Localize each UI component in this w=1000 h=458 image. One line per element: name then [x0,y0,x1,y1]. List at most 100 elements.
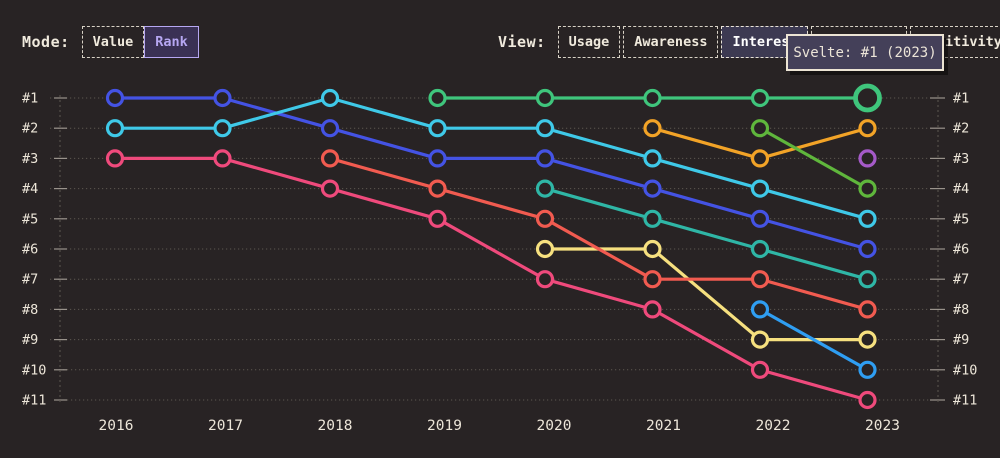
mode-control-group: Mode: Value Rank [22,26,199,58]
marker-coral-2018[interactable] [320,149,340,168]
marker-royal-blue-2021[interactable] [643,179,662,198]
marker-emerald-2023[interactable] [853,83,882,113]
marker-royal-blue-2020[interactable] [535,149,555,168]
series-line-lime [758,126,870,191]
marker-azure-2023[interactable] [858,360,877,379]
x-axis-label-2022: 2022 [756,418,791,434]
marker-teal-2020[interactable] [535,179,555,198]
marker-magenta-2020[interactable] [535,270,555,289]
marker-cyan-2020[interactable] [535,119,555,138]
marker-coral-2022[interactable] [750,270,770,289]
y-axis-label-left-#2: #2 [22,121,38,137]
marker-amber-2021[interactable] [643,119,662,138]
marker-royal-blue-2018[interactable] [320,119,340,138]
marker-coral-2020[interactable] [535,209,555,228]
toolbar: Mode: Value Rank View: Usage Awareness I… [0,0,1000,75]
mode-rank-button[interactable]: Rank [144,26,199,58]
marker-royal-blue-2022[interactable] [750,209,770,228]
marker-magenta-2019[interactable] [428,209,447,228]
marker-royal-blue-2019[interactable] [428,149,447,168]
y-axis-label-left-#3: #3 [22,151,38,167]
marker-magenta-2021[interactable] [643,300,662,319]
series-line-azure [758,307,870,372]
y-axis-label-left-#8: #8 [22,302,38,318]
marker-royal-blue-2017[interactable] [213,88,232,108]
series-line-royal-blue [113,96,870,251]
x-axis-label-2017: 2017 [208,418,243,434]
marker-cyan-2019[interactable] [428,119,447,138]
marker-royal-blue-2016[interactable] [105,88,125,108]
mode-label: Mode: [22,33,70,51]
x-axis-label-2020: 2020 [537,418,572,434]
y-axis-label-left-#4: #4 [22,181,38,197]
view-usage-button[interactable]: Usage [557,26,621,58]
marker-emerald-2021[interactable] [643,88,662,108]
marker-emerald-2019[interactable] [428,88,447,108]
y-axis-label-right-#1: #1 [953,91,969,107]
x-axis-label-2023: 2023 [865,418,900,434]
y-axis-label-right-#8: #8 [953,302,969,318]
y-axis-label-right-#11: #11 [953,393,977,409]
marker-lime-2022[interactable] [750,119,770,138]
marker-yellow-2020[interactable] [535,239,555,259]
series-line-teal [543,187,870,281]
marker-cyan-2023[interactable] [858,209,877,228]
y-axis-label-left-#6: #6 [22,242,38,258]
y-axis-label-right-#10: #10 [953,362,977,378]
marker-royal-blue-2023[interactable] [858,239,877,259]
x-axis-label-2016: 2016 [99,418,134,434]
marker-cyan-2021[interactable] [643,149,662,168]
marker-magenta-2018[interactable] [320,179,340,198]
y-axis-label-left-#9: #9 [22,332,38,348]
marker-teal-2023[interactable] [858,270,877,289]
chart-tooltip: Svelte: #1 (2023) [786,34,944,71]
y-axis-label-right-#3: #3 [953,151,969,167]
y-axis-label-left-#5: #5 [22,211,38,227]
marker-magenta-2023[interactable] [858,390,877,410]
y-axis-label-left-#1: #1 [22,91,38,107]
marker-emerald-2020[interactable] [535,88,555,108]
marker-yellow-2022[interactable] [750,330,770,349]
y-axis-label-left-#10: #10 [22,362,46,378]
marker-coral-2019[interactable] [428,179,447,198]
marker-amber-2022[interactable] [750,149,770,168]
marker-azure-2022[interactable] [750,300,770,319]
y-axis-label-right-#6: #6 [953,242,969,258]
marker-magenta-2017[interactable] [213,149,232,168]
y-axis-label-right-#7: #7 [953,272,969,288]
y-axis-label-right-#5: #5 [953,211,969,227]
marker-yellow-2023[interactable] [858,330,877,349]
marker-amber-2023[interactable] [858,119,877,138]
view-label: View: [498,33,546,51]
y-axis-label-left-#11: #11 [22,393,46,409]
chart-tooltip-text: Svelte: #1 (2023) [793,44,937,61]
marker-coral-2023[interactable] [858,300,877,319]
marker-coral-2021[interactable] [643,270,662,289]
x-axis-label-2018: 2018 [318,418,353,434]
marker-magenta-2016[interactable] [105,149,125,168]
marker-emerald-2022[interactable] [750,88,770,108]
marker-yellow-2021[interactable] [643,239,662,259]
y-axis-label-right-#9: #9 [953,332,969,348]
x-axis-label-2019: 2019 [427,418,462,434]
marker-purple-2023[interactable] [858,149,877,168]
marker-cyan-2017[interactable] [213,119,232,138]
y-axis-label-left-#7: #7 [22,272,38,288]
marker-teal-2021[interactable] [643,209,662,228]
marker-cyan-2018[interactable] [320,88,340,108]
marker-cyan-2016[interactable] [105,119,125,138]
y-axis-label-right-#4: #4 [953,181,969,197]
mode-value-button[interactable]: Value [81,26,145,58]
x-axis-label-2021: 2021 [646,418,681,434]
marker-magenta-2022[interactable] [750,360,770,379]
marker-teal-2022[interactable] [750,239,770,259]
series-line-cyan [113,96,870,221]
series-line-magenta [113,156,870,402]
marker-cyan-2022[interactable] [750,179,770,198]
view-awareness-button[interactable]: Awareness [623,26,719,58]
y-axis-label-right-#2: #2 [953,121,969,137]
series-line-coral [328,156,870,311]
marker-lime-2023[interactable] [858,179,877,198]
